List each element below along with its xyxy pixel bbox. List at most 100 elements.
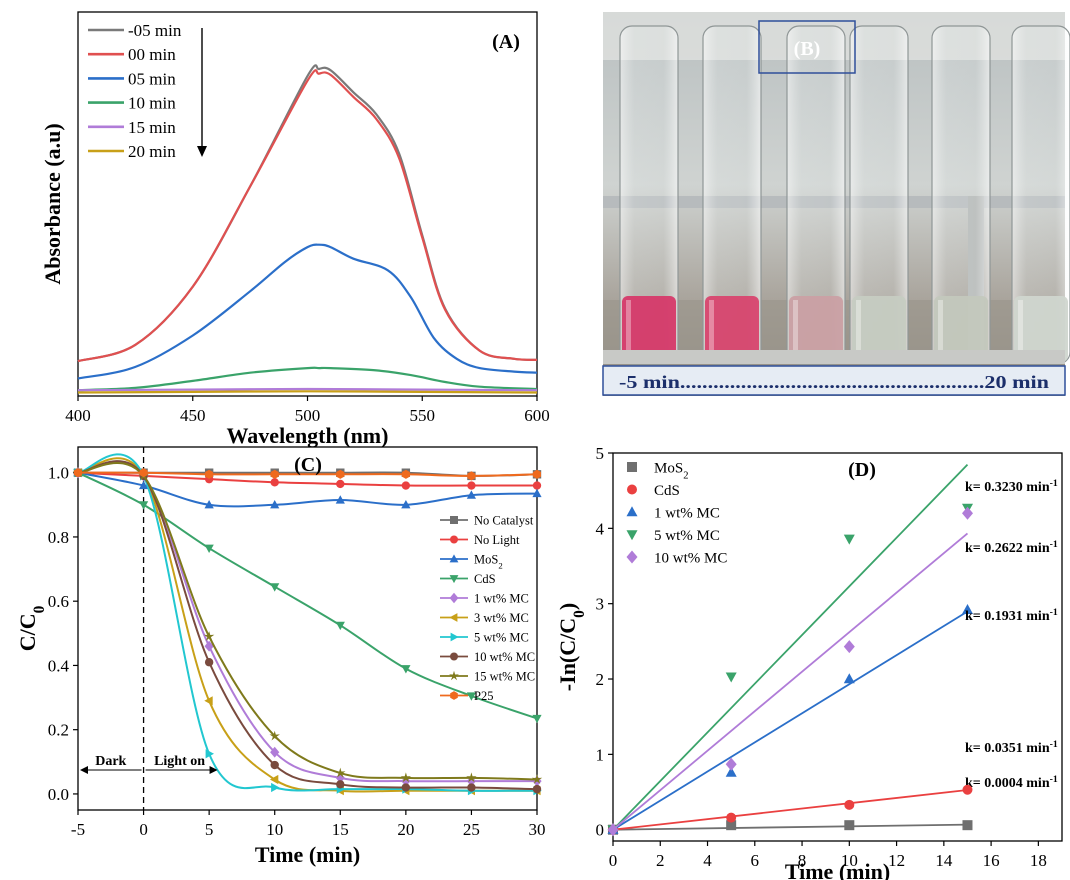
tube-shine (938, 300, 943, 356)
y-axis-label: Absorbance (a.u) (40, 123, 65, 284)
y-tick-label: 1 (596, 745, 605, 764)
data-point-cds (336, 622, 345, 630)
data-point-10-wt-mc (467, 783, 475, 791)
x-tick-label: 0 (139, 820, 148, 839)
x-tick-label: 14 (935, 851, 953, 870)
x-axis-label: Time (min) (255, 842, 360, 867)
light-on-label: Light on (154, 754, 205, 769)
legend-marker-1-wt-mc (627, 506, 638, 516)
legend-label-5-wt-mc: 5 wt% MC (474, 631, 529, 645)
legend-label-no-light: No Light (474, 533, 520, 547)
x-tick-label: 4 (703, 851, 712, 870)
data-point-no-light (533, 481, 541, 489)
x-tick-label: 16 (983, 851, 1000, 870)
legend-label-1-wt-mc: 1 wt% MC (474, 592, 529, 606)
spectrum-line-10-min (78, 368, 537, 390)
data-point-cds (139, 501, 148, 509)
rate-label-10-wt-mc: k= 0.2622 min-1 (965, 539, 1058, 557)
data-point-cds (962, 785, 972, 795)
data-point-mos2 (962, 820, 972, 830)
legend-label-3-wt-mc: 3 wt% MC (474, 611, 529, 625)
series-line-cds (78, 473, 537, 719)
fit-line-mos2 (613, 825, 967, 830)
data-point-cds (270, 583, 279, 591)
tube-shine (856, 300, 861, 356)
tube-shine (709, 300, 714, 356)
legend-marker-mos2 (627, 462, 637, 472)
data-point-no-light (271, 478, 279, 486)
rate-label-cds: k= 0.0351 min-1 (965, 739, 1058, 757)
series-line-10-wt-mc (78, 461, 537, 789)
y-axis-label: -In(C/C0) (555, 603, 588, 691)
legend-marker-cds (627, 485, 637, 495)
fit-line-1-wt-mc (613, 611, 967, 829)
legend-marker-3-wt-mc (449, 613, 457, 622)
legend-label-05-min: -05 min (128, 21, 182, 40)
x-tick-label: 20 (397, 820, 414, 839)
data-point-no-light (336, 480, 344, 488)
legend-label-mos2: MoS2 (474, 553, 503, 571)
series-line-3-wt-mc (78, 458, 537, 791)
fit-line-10-wt-mc (613, 533, 967, 829)
x-tick-label: 0 (609, 851, 618, 870)
legend-label-10-wt-mc: 10 wt% MC (654, 551, 727, 567)
legend-label-cds: CdS (654, 483, 680, 499)
legend-label-10-wt-mc: 10 wt% MC (474, 650, 535, 664)
y-tick-label: 5 (596, 444, 605, 463)
legend-label-05-min: 05 min (128, 69, 176, 88)
tube-shine (793, 300, 798, 356)
legend-label-15-min: 15 min (128, 118, 176, 137)
y-tick-label: 0.4 (48, 656, 70, 675)
legend-label-cds: CdS (474, 572, 496, 586)
legend-label-no-catalyst: No Catalyst (474, 514, 534, 528)
panel-c: -5 0 5 10 15 20 25 30 0.0 0.2 0.4 0.6 0.8 1.0 Time (mi… (15, 447, 546, 867)
panel-b-label: (B) (794, 38, 821, 60)
legend-label-1-wt-mc: 1 wt% MC (654, 506, 720, 522)
y-axis-label: C/C0 (15, 605, 48, 651)
legend-marker-no-catalyst (450, 516, 458, 524)
data-point-no-light (467, 481, 475, 489)
series-line-1-wt-mc (78, 462, 537, 781)
x-axis-label: Wavelength (nm) (227, 423, 389, 448)
x-tick-label: 10 (266, 820, 283, 839)
x-axis-label: Time (min) (785, 859, 890, 880)
panel-a: 400 450 500 550 600Wavelength (nm)Absorbance… (40, 12, 550, 448)
data-point-no-light (402, 481, 410, 489)
spectrum-line-20-min (78, 391, 537, 392)
rate-label-1-wt-mc: k= 0.1931 min-1 (965, 607, 1058, 625)
legend-label-20-min: 20 min (128, 142, 176, 161)
data-point-10-wt-mc (844, 640, 855, 653)
y-tick-label: 4 (596, 519, 605, 538)
legend-label-p25: P25 (474, 689, 493, 703)
tube-shine (626, 300, 631, 356)
legend-label-10-min: 10 min (128, 94, 176, 113)
series-line-15-wt-mc (78, 463, 537, 779)
y-tick-label: 0.2 (48, 721, 69, 740)
x-tick-label: 25 (463, 820, 480, 839)
x-tick-label: 450 (180, 406, 206, 425)
series-line-5-wt-mc (78, 454, 537, 790)
legend-label-00-min: 00 min (128, 45, 176, 64)
y-tick-label: 3 (596, 595, 605, 614)
data-point-cds (844, 800, 854, 810)
x-tick-label: 30 (529, 820, 546, 839)
spectrum-line-05-min (78, 245, 537, 379)
x-tick-label: -5 (71, 820, 85, 839)
legend-marker-5-wt-mc (451, 633, 459, 642)
legend-marker-p25 (450, 691, 458, 700)
tube-shine (1018, 300, 1023, 356)
x-tick-label: 6 (751, 851, 760, 870)
panel-c-label: (C) (294, 454, 322, 476)
y-tick-label: 2 (596, 670, 605, 689)
y-tick-label: 0.6 (48, 592, 69, 611)
data-point-10-wt-mc (271, 761, 279, 769)
legend-label-5-wt-mc: 5 wt% MC (654, 528, 720, 544)
dark-label: Dark (95, 754, 126, 769)
rate-label-5-wt-mc: k= 0.3230 min-1 (965, 478, 1058, 496)
x-tick-label: 15 (332, 820, 349, 839)
spectrum-line-15-min (78, 389, 537, 390)
legend-arrow-head (197, 146, 207, 157)
data-point-cds (532, 715, 541, 723)
x-tick-label: 5 (205, 820, 214, 839)
